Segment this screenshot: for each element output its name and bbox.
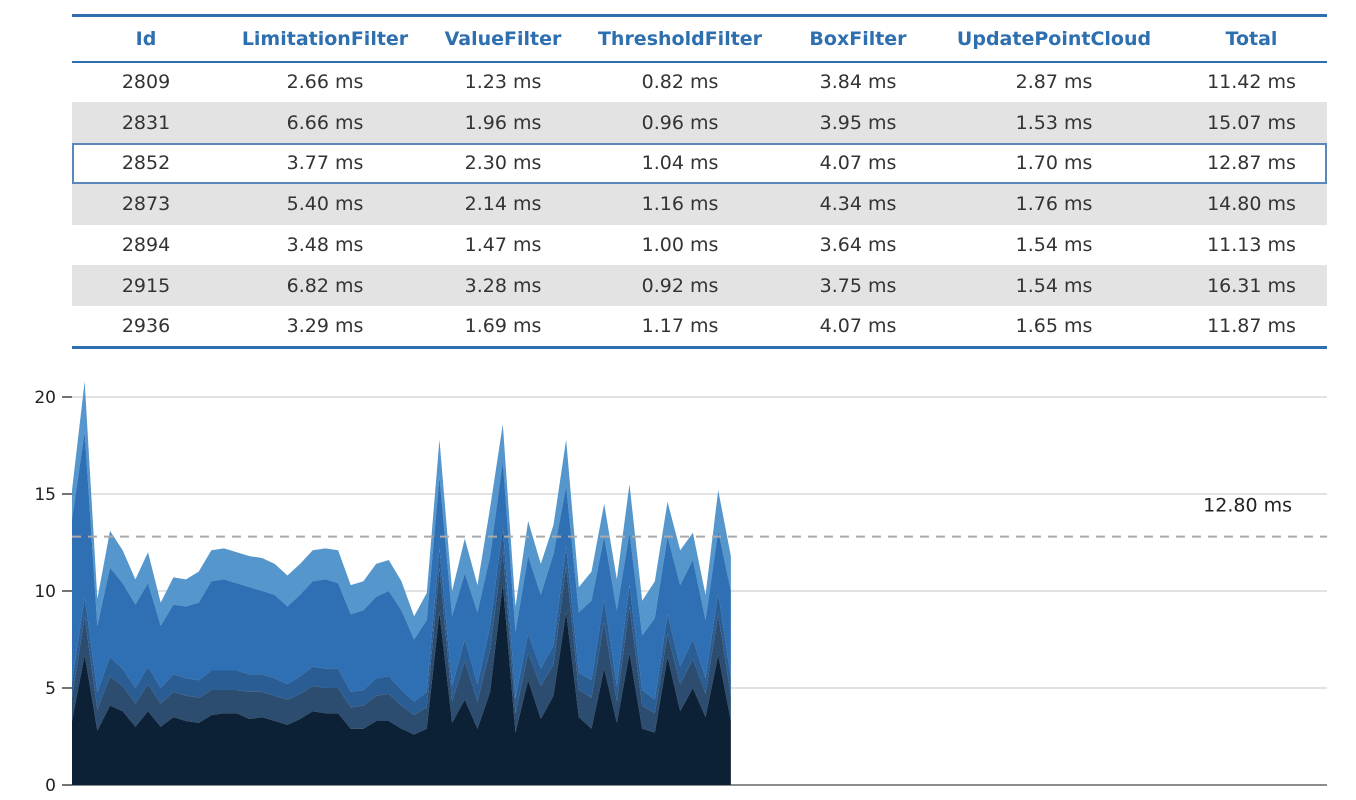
- cell-id: 2915: [121, 274, 171, 297]
- cell-threshold-filter: 1.16 ms: [641, 193, 719, 216]
- table-row[interactable]: 2873 5.40 ms 2.14 ms 1.16 ms 4.34 ms 1.76 ms 1…: [72, 183, 1327, 225]
- table-header-row: Id LimitationFilter ValueFilter Threshol…: [72, 15, 1327, 62]
- cell-value-filter: 1.69 ms: [464, 314, 542, 337]
- header-box-filter[interactable]: BoxFilter: [809, 27, 907, 50]
- cell-value-filter: 1.47 ms: [464, 234, 542, 257]
- cell-id: 2873: [121, 193, 171, 216]
- cell-id: 2831: [121, 111, 171, 134]
- cell-threshold-filter: 1.04 ms: [576, 143, 784, 184]
- cell-total: 11.87 ms: [1207, 314, 1296, 337]
- timing-table-container: Id LimitationFilter ValueFilter Threshol…: [72, 14, 1327, 349]
- cell-value-filter: 2.14 ms: [464, 193, 542, 216]
- cell-value-filter: 3.28 ms: [464, 274, 542, 297]
- cell-box-filter: 3.84 ms: [819, 71, 897, 94]
- table-body: 2809 2.66 ms 1.23 ms 0.82 ms 3.84 ms 2.87 ms 1…: [72, 62, 1327, 348]
- cell-threshold-filter: 0.96 ms: [641, 111, 719, 134]
- cell-limitation-filter: 5.40 ms: [286, 193, 364, 216]
- cell-limitation-filter: 6.82 ms: [286, 274, 364, 297]
- cell-value-filter: 2.30 ms: [430, 143, 576, 184]
- header-threshold-filter[interactable]: ThresholdFilter: [597, 27, 763, 50]
- area-series-0: [72, 583, 731, 785]
- timing-table: Id LimitationFilter ValueFilter Threshol…: [72, 14, 1327, 349]
- table-row[interactable]: 2809 2.66 ms 1.23 ms 0.82 ms 3.84 ms 2.87 ms 1…: [72, 62, 1327, 103]
- cell-id: 2809: [121, 71, 171, 94]
- cell-update-point-cloud: 1.65 ms: [1015, 314, 1093, 337]
- table-row[interactable]: 2936 3.29 ms 1.69 ms 1.17 ms 4.07 ms 1.65 ms 1…: [72, 306, 1327, 347]
- cell-total: 11.42 ms: [1207, 71, 1296, 94]
- y-tick-label: 20: [34, 388, 56, 408]
- area-series-1: [72, 548, 731, 735]
- cell-total: 15.07 ms: [1207, 111, 1296, 134]
- cell-box-filter: 4.34 ms: [819, 193, 897, 216]
- area-series-3: [72, 431, 731, 702]
- header-value-filter[interactable]: ValueFilter: [444, 27, 562, 50]
- cell-id: 2894: [121, 234, 171, 257]
- cell-limitation-filter: 3.77 ms: [220, 143, 430, 184]
- y-tick-label: 0: [45, 776, 56, 796]
- cell-limitation-filter: 6.66 ms: [286, 111, 364, 134]
- cell-limitation-filter: 2.66 ms: [286, 71, 364, 94]
- cell-box-filter: 4.07 ms: [819, 314, 897, 337]
- cell-limitation-filter: 3.29 ms: [286, 314, 364, 337]
- cell-limitation-filter: 3.48 ms: [286, 234, 364, 257]
- header-total[interactable]: Total: [1225, 27, 1278, 50]
- cell-threshold-filter: 1.17 ms: [641, 314, 719, 337]
- cell-value-filter: 1.23 ms: [464, 71, 542, 94]
- cell-box-filter: 3.95 ms: [819, 111, 897, 134]
- cell-id: 2852: [72, 143, 220, 184]
- y-tick-label: 15: [34, 485, 56, 505]
- area-series-4: [72, 381, 731, 640]
- y-tick-label: 10: [34, 582, 56, 602]
- table-row[interactable]: 2894 3.48 ms 1.47 ms 1.00 ms 3.64 ms 1.54 ms 1…: [72, 225, 1327, 266]
- header-limitation-filter[interactable]: LimitationFilter: [241, 27, 409, 50]
- cell-total: 14.80 ms: [1207, 193, 1296, 216]
- cell-id: 2936: [121, 314, 171, 337]
- cell-update-point-cloud: 1.70 ms: [932, 143, 1176, 184]
- table-row[interactable]: 2852 3.77 ms 2.30 ms 1.04 ms 4.07 ms 1.70 ms 1…: [72, 143, 1327, 184]
- area-series: [72, 381, 731, 785]
- cell-update-point-cloud: 1.54 ms: [1015, 274, 1093, 297]
- cell-update-point-cloud: 1.54 ms: [1015, 234, 1093, 257]
- cell-update-point-cloud: 1.76 ms: [1015, 193, 1093, 216]
- cell-box-filter: 3.75 ms: [819, 274, 897, 297]
- header-update-point-cloud[interactable]: UpdatePointCloud: [956, 27, 1152, 50]
- stacked-area-chart: 0 5 10 15 20 12.80 ms: [34, 381, 1327, 796]
- table-row[interactable]: 2915 6.82 ms 3.28 ms 0.92 ms 3.75 ms 1.54 ms 1…: [72, 265, 1327, 307]
- cell-total: 11.13 ms: [1207, 234, 1296, 257]
- cell-total: 12.87 ms: [1176, 143, 1327, 184]
- cell-value-filter: 1.96 ms: [464, 111, 542, 134]
- cell-update-point-cloud: 2.87 ms: [1015, 71, 1093, 94]
- cell-box-filter: 3.64 ms: [819, 234, 897, 257]
- average-label: 12.80 ms: [1203, 495, 1292, 517]
- y-tick-label: 5: [45, 679, 56, 699]
- cell-box-filter: 4.07 ms: [784, 143, 932, 184]
- cell-total: 16.31 ms: [1207, 274, 1296, 297]
- cell-threshold-filter: 0.92 ms: [641, 274, 719, 297]
- cell-threshold-filter: 0.82 ms: [641, 71, 719, 94]
- table-row[interactable]: 2831 6.66 ms 1.96 ms 0.96 ms 3.95 ms 1.53 ms 1…: [72, 102, 1327, 144]
- y-axis: 0 5 10 15 20: [34, 388, 72, 796]
- header-id[interactable]: Id: [135, 27, 157, 50]
- area-series-2: [72, 526, 731, 716]
- cell-update-point-cloud: 1.53 ms: [1015, 111, 1093, 134]
- cell-threshold-filter: 1.00 ms: [641, 234, 719, 257]
